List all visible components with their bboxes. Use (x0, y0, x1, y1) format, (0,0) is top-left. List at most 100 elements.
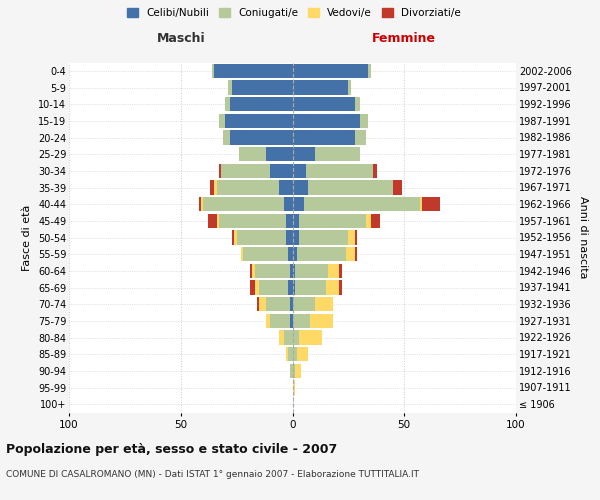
Bar (286, 230, 293, 244)
Bar (290, 264, 293, 278)
Bar (214, 64, 293, 78)
Bar (293, 264, 295, 278)
Text: Maschi: Maschi (157, 32, 205, 45)
Bar (293, 147, 315, 161)
Text: Popolazione per età, sesso e stato civile - 2007: Popolazione per età, sesso e stato civil… (6, 442, 337, 456)
Bar (393, 180, 402, 194)
Bar (212, 64, 214, 78)
Bar (368, 64, 371, 78)
Bar (219, 114, 226, 128)
Bar (254, 280, 259, 294)
Bar (326, 280, 340, 294)
Bar (286, 214, 293, 228)
Bar (270, 164, 293, 178)
Bar (266, 297, 290, 311)
Bar (232, 80, 293, 94)
Bar (293, 380, 295, 394)
Bar (201, 197, 203, 211)
Bar (290, 314, 293, 328)
Bar (288, 280, 293, 294)
Legend: Celibi/Nubili, Coniugati/e, Vedovi/e, Divorziati/e: Celibi/Nubili, Coniugati/e, Vedovi/e, Di… (124, 5, 464, 21)
Bar (239, 147, 266, 161)
Bar (293, 80, 349, 94)
Bar (359, 114, 368, 128)
Bar (366, 214, 371, 228)
Bar (295, 264, 328, 278)
Bar (210, 180, 214, 194)
Bar (288, 247, 293, 261)
Bar (315, 147, 359, 161)
Bar (279, 330, 284, 344)
Bar (208, 214, 217, 228)
Bar (340, 280, 341, 294)
Bar (315, 297, 333, 311)
Bar (250, 264, 252, 278)
Bar (293, 64, 368, 78)
Bar (236, 230, 286, 244)
Bar (286, 347, 288, 361)
Bar (221, 164, 270, 178)
Bar (297, 347, 308, 361)
Bar (293, 314, 310, 328)
Bar (297, 247, 346, 261)
Bar (259, 297, 266, 311)
Bar (230, 97, 293, 112)
Bar (295, 364, 301, 378)
Bar (293, 114, 359, 128)
Bar (293, 164, 306, 178)
Bar (299, 214, 366, 228)
Bar (371, 214, 380, 228)
Bar (293, 197, 304, 211)
Bar (420, 197, 422, 211)
Bar (299, 330, 322, 344)
Bar (355, 130, 366, 144)
Bar (346, 247, 355, 261)
Bar (290, 364, 293, 378)
Bar (293, 230, 299, 244)
Bar (257, 297, 259, 311)
Bar (219, 164, 221, 178)
Bar (279, 180, 293, 194)
Bar (293, 364, 295, 378)
Bar (355, 247, 358, 261)
Bar (293, 180, 308, 194)
Bar (304, 197, 420, 211)
Bar (284, 330, 293, 344)
Bar (310, 314, 333, 328)
Bar (290, 297, 293, 311)
Bar (340, 264, 341, 278)
Bar (266, 314, 270, 328)
Bar (328, 264, 340, 278)
Bar (214, 180, 217, 194)
Bar (259, 280, 288, 294)
Bar (293, 280, 295, 294)
Bar (293, 130, 355, 144)
Bar (217, 214, 219, 228)
Bar (306, 164, 373, 178)
Bar (203, 197, 284, 211)
Bar (254, 264, 290, 278)
Bar (293, 330, 299, 344)
Bar (293, 247, 297, 261)
Y-axis label: Fasce di età: Fasce di età (22, 204, 32, 270)
Bar (293, 347, 297, 361)
Bar (355, 97, 359, 112)
Y-axis label: Anni di nascita: Anni di nascita (578, 196, 589, 278)
Bar (295, 280, 326, 294)
Bar (217, 180, 279, 194)
Bar (235, 230, 236, 244)
Bar (226, 97, 230, 112)
Bar (270, 314, 290, 328)
Bar (288, 347, 293, 361)
Bar (244, 247, 288, 261)
Bar (241, 247, 244, 261)
Bar (293, 297, 315, 311)
Bar (349, 230, 355, 244)
Text: COMUNE DI CASALROMANO (MN) - Dati ISTAT 1° gennaio 2007 - Elaborazione TUTTITALI: COMUNE DI CASALROMANO (MN) - Dati ISTAT … (6, 470, 419, 479)
Bar (373, 164, 377, 178)
Bar (299, 230, 349, 244)
Bar (226, 114, 293, 128)
Bar (250, 280, 254, 294)
Bar (227, 80, 232, 94)
Bar (355, 230, 358, 244)
